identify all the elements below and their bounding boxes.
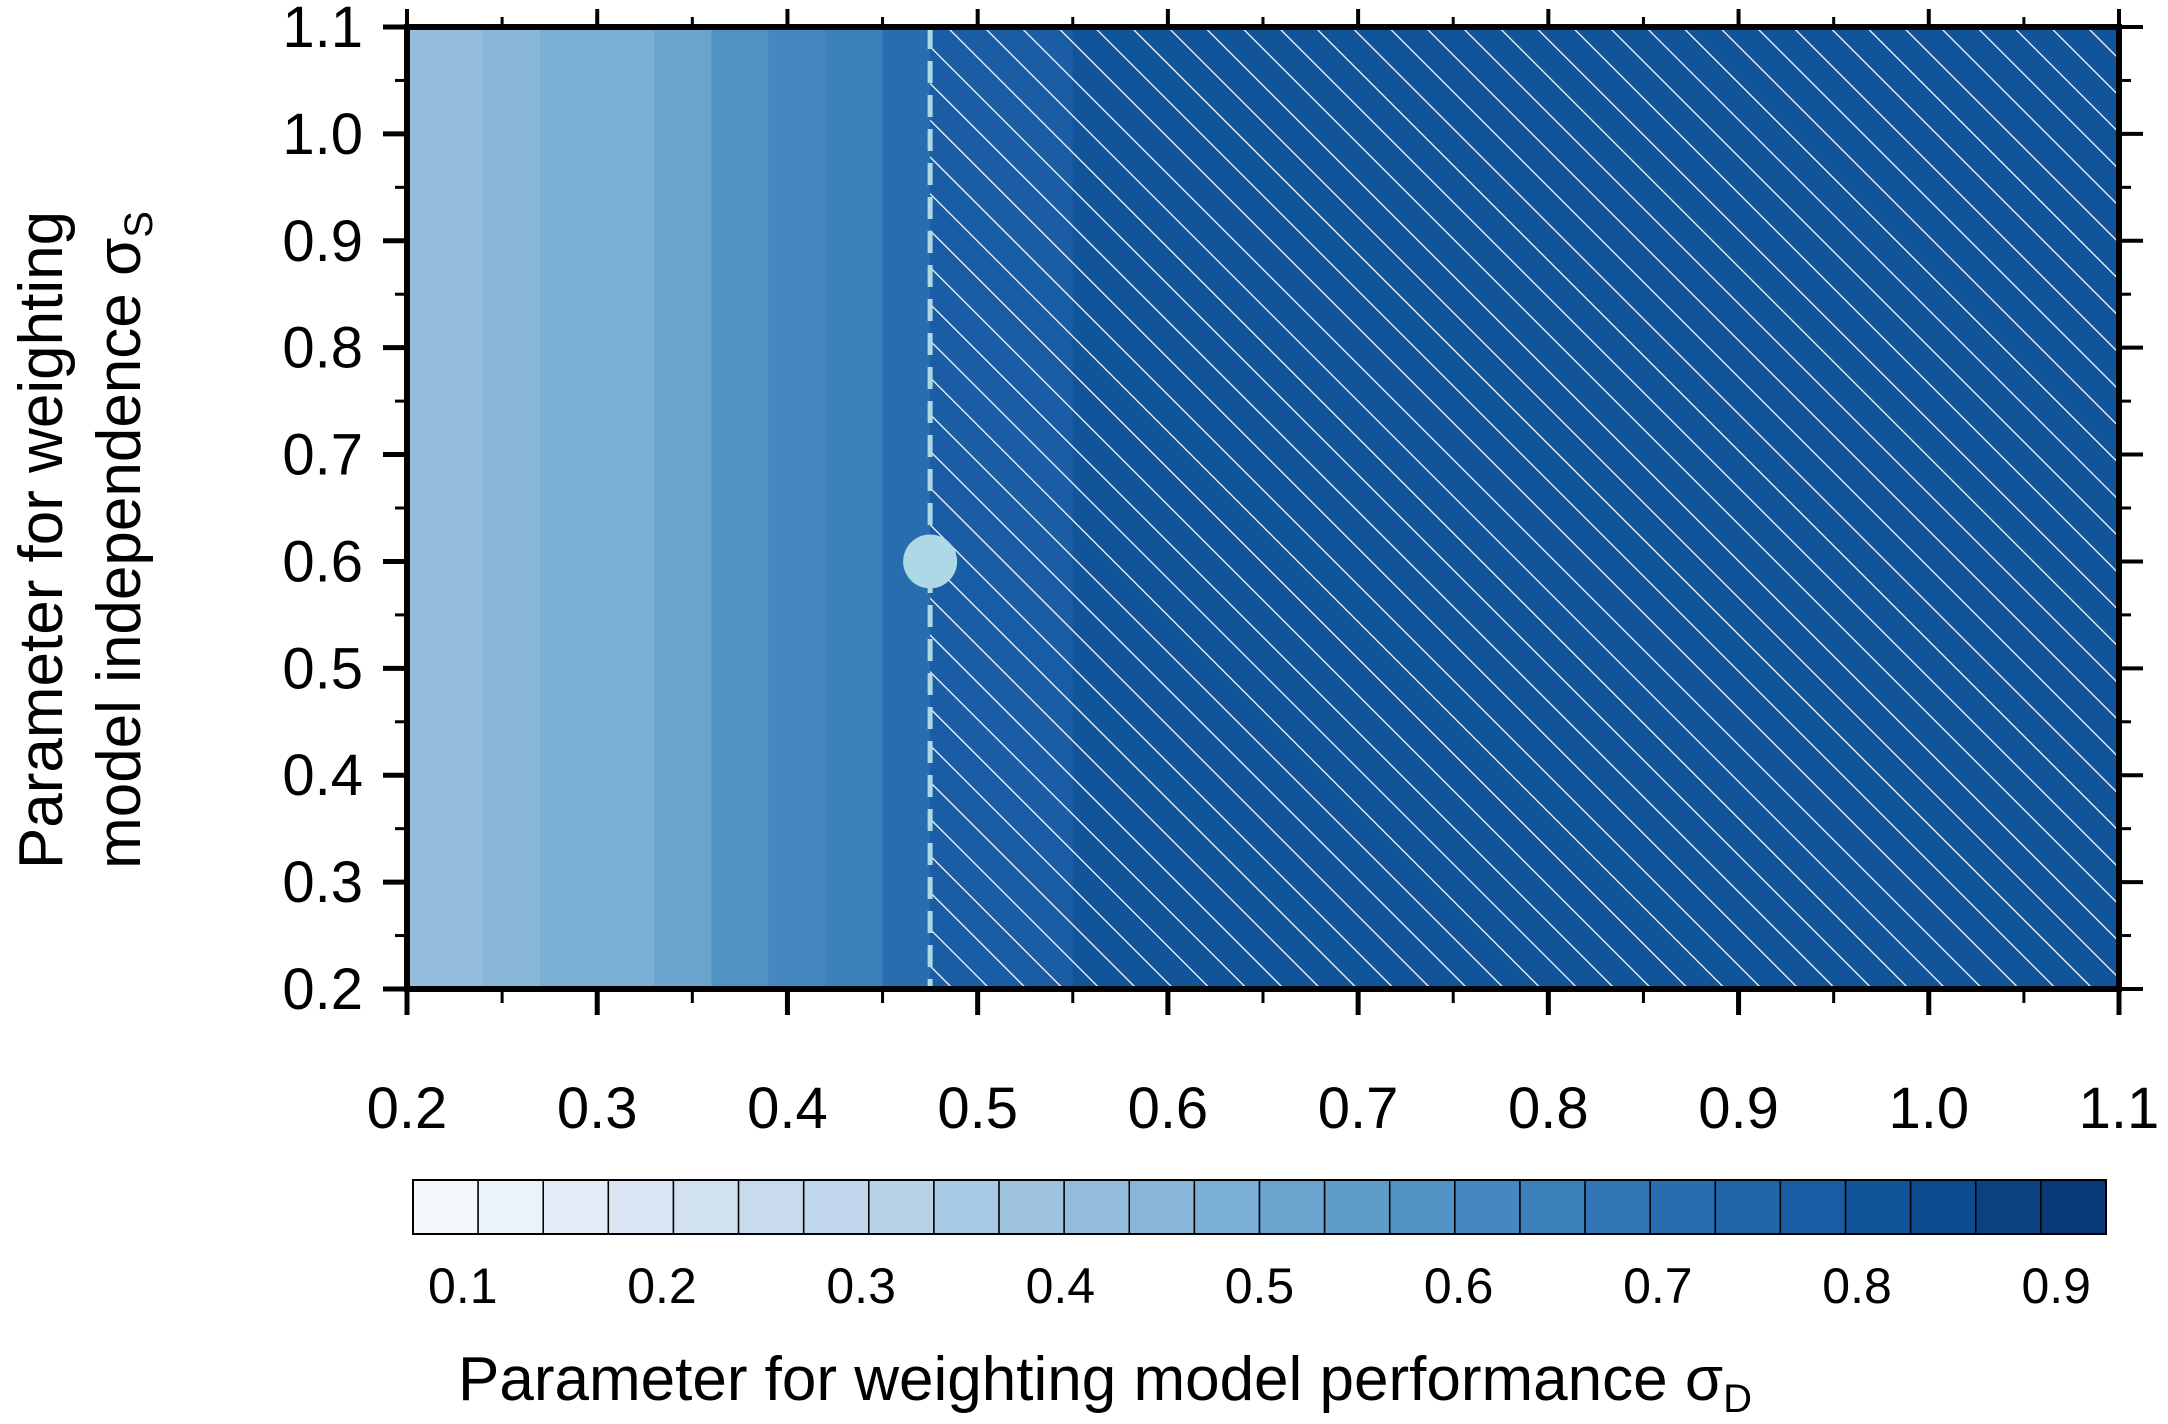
colorbar-swatch <box>1779 1179 1847 1235</box>
colorbar-swatch <box>1454 1179 1521 1235</box>
heatmap-cell <box>768 27 827 989</box>
x-tick-label: 0.9 <box>1698 1076 1779 1141</box>
colorbar-swatch <box>477 1179 544 1235</box>
colorbar-swatch <box>1909 1179 1977 1235</box>
colorbar-tick-label: 0.9 <box>2021 1258 2091 1314</box>
x-tick-label: 0.8 <box>1508 1076 1589 1141</box>
plot-area <box>407 27 2119 989</box>
colorbar-swatch <box>1519 1179 1586 1235</box>
x-tick-label: 0.6 <box>1128 1076 1209 1141</box>
y-axis-title-line2: model independence σS <box>85 211 161 869</box>
y-tick-label: 0.9 <box>282 209 363 274</box>
selected-point-marker <box>903 534 958 589</box>
colorbar-tick-label: 0.3 <box>826 1258 896 1314</box>
colorbar-swatch <box>998 1179 1065 1235</box>
y-tick-label: 0.5 <box>282 636 363 701</box>
heatmap-cell <box>711 27 770 989</box>
x-tick-label: 1.0 <box>1888 1076 1969 1141</box>
colorbar-tick-label: 0.1 <box>428 1258 498 1314</box>
colorbar-tick-label: 0.7 <box>1623 1258 1693 1314</box>
colorbar-swatch <box>1844 1179 1912 1235</box>
x-tick-label: 0.4 <box>747 1076 828 1141</box>
colorbar-swatch <box>1649 1179 1717 1235</box>
colorbar-swatch <box>1388 1179 1456 1235</box>
y-tick-label: 0.7 <box>282 423 363 488</box>
colorbar-swatch <box>607 1179 675 1235</box>
colorbar-swatch <box>1323 1179 1391 1235</box>
colorbar-swatch <box>933 1179 1000 1235</box>
y-tick-label: 0.6 <box>282 529 363 594</box>
y-tick-label: 1.0 <box>282 102 363 167</box>
y-tick-label: 0.2 <box>282 957 363 1022</box>
hatch-region <box>930 27 2119 989</box>
heatmap-cell <box>597 27 656 989</box>
heatmap-cell <box>407 27 485 989</box>
colorbar-swatch <box>1714 1179 1782 1235</box>
colorbar-swatch <box>1584 1179 1651 1235</box>
colorbar-swatch <box>1128 1179 1196 1235</box>
y-tick-label: 1.1 <box>282 0 363 60</box>
colorbar: 0.1 0.2 0.3 0.4 0.5 0.6 0.7 0.8 0.9 <box>412 1179 2107 1314</box>
colorbar-tick-label: 0.4 <box>1026 1258 1096 1314</box>
x-tick-label: 0.3 <box>557 1076 638 1141</box>
colorbar-swatch <box>868 1179 935 1235</box>
x-tick-label: 1.1 <box>2079 1076 2160 1141</box>
colorbar-swatch <box>1193 1179 1261 1235</box>
colorbar-tick-label: 0.6 <box>1424 1258 1494 1314</box>
colorbar-tick-label: 0.8 <box>1822 1258 1892 1314</box>
x-tick-label: 0.5 <box>937 1076 1018 1141</box>
heatmap-cell <box>882 27 932 989</box>
y-axis-title: Parameter for weighting model independen… <box>7 211 161 869</box>
colorbar-swatch <box>802 1179 870 1235</box>
colorbar-swatch <box>412 1179 479 1235</box>
colorbar-swatch <box>737 1179 805 1235</box>
y-tick-label: 0.8 <box>282 316 363 381</box>
x-axis-title: Parameter for weighting model performanc… <box>458 1345 1752 1421</box>
colorbar-swatch <box>2040 1179 2107 1235</box>
heatmap-cell <box>483 27 542 989</box>
x-axis: 0.2 0.3 0.4 0.5 0.6 0.7 0.8 0.9 1.0 1.1 <box>367 9 2160 1141</box>
colorbar-swatch <box>1258 1179 1326 1235</box>
y-tick-label: 0.3 <box>282 850 363 915</box>
x-tick-label: 0.7 <box>1318 1076 1399 1141</box>
colorbar-tick-label: 0.5 <box>1225 1258 1295 1314</box>
plot-overlay <box>903 27 958 989</box>
y-axis-title-line1: Parameter for weighting <box>7 211 76 869</box>
heatmap-cell <box>540 27 599 989</box>
x-tick-label: 0.2 <box>367 1076 448 1141</box>
colorbar-tick-label: 0.2 <box>627 1258 697 1314</box>
y-axis: 0.2 0.3 0.4 0.5 0.6 0.7 0.8 0.9 1.0 1.1 <box>282 0 2143 1022</box>
colorbar-frame <box>412 1179 2107 1235</box>
colorbar-swatch <box>1063 1179 1131 1235</box>
colorbar-swatch <box>542 1179 610 1235</box>
heatmap-cell <box>654 27 713 989</box>
heatmap-cell <box>825 27 884 989</box>
colorbar-swatch <box>672 1179 740 1235</box>
y-tick-label: 0.4 <box>282 743 363 808</box>
colorbar-swatch <box>1975 1179 2042 1235</box>
